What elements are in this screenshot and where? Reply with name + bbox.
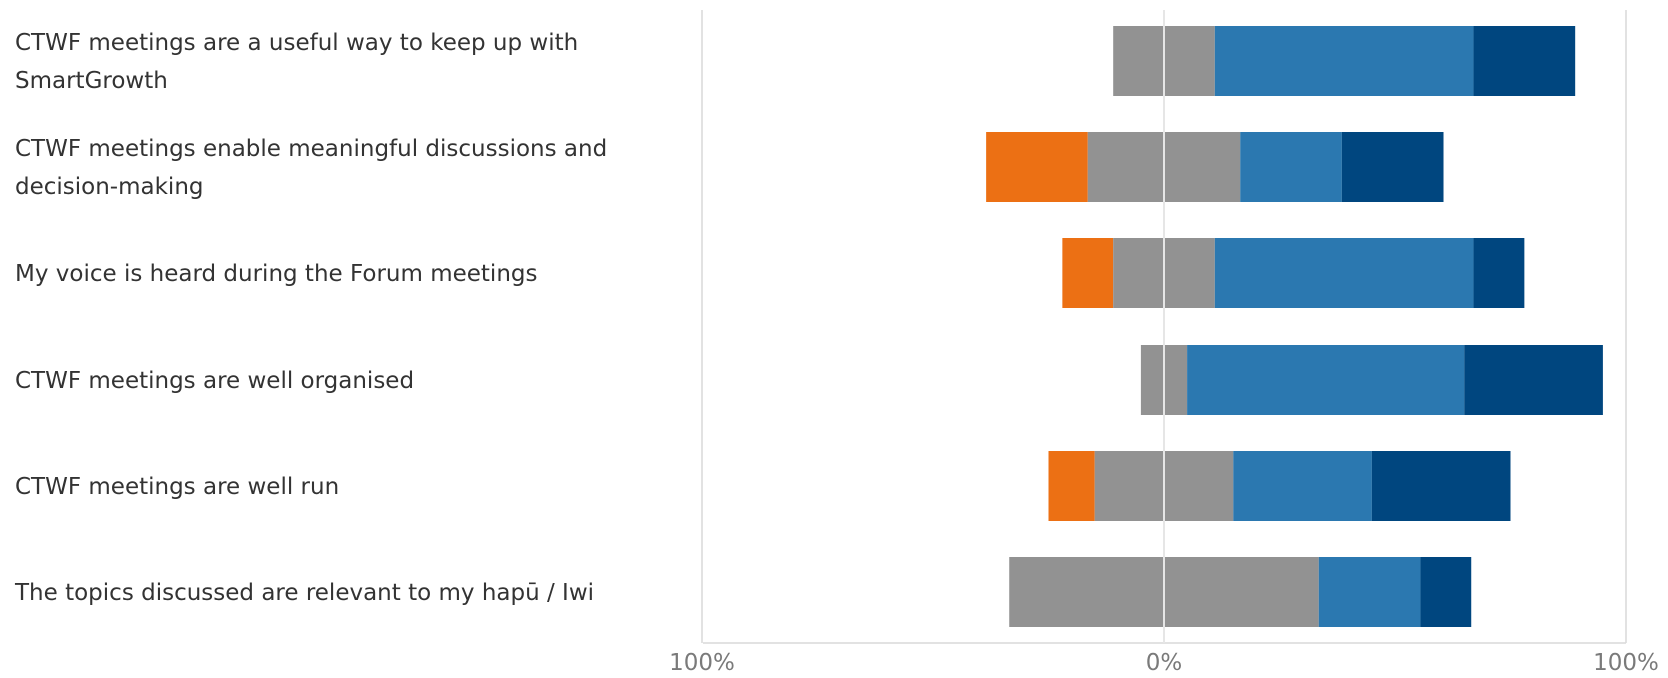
category-label-2: CTWF meetings enable meaningful discussi… xyxy=(15,136,607,200)
bar-segment-row1-positive-2 xyxy=(1214,26,1474,96)
category-label-line: SmartGrowth xyxy=(15,68,168,94)
bar-segment-row6-positive-2 xyxy=(1318,557,1421,627)
category-label-5: CTWF meetings are well run xyxy=(15,474,339,500)
bar-segment-row5-negative-0 xyxy=(1048,451,1095,521)
bar-segment-row4-positive-3 xyxy=(1464,345,1603,415)
bar-segment-row4-positive-2 xyxy=(1187,345,1465,415)
bar-segment-row6-positive-3 xyxy=(1420,557,1472,627)
category-labels: CTWF meetings are a useful way to keep u… xyxy=(14,30,607,606)
bar-segment-row5-positive-2 xyxy=(1233,451,1372,521)
bar-segments xyxy=(986,26,1603,627)
x-tick-label-1: 0% xyxy=(1146,650,1183,676)
category-label-4: CTWF meetings are well organised xyxy=(15,368,414,394)
category-label-line: CTWF meetings are a useful way to keep u… xyxy=(15,30,578,56)
bar-segment-row1-positive-3 xyxy=(1473,26,1576,96)
bar-segment-row2-positive-2 xyxy=(1240,132,1342,202)
bar-segment-row2-positive-3 xyxy=(1341,132,1444,202)
category-label-line: CTWF meetings are well run xyxy=(15,474,339,500)
bar-segment-row2-negative-0 xyxy=(986,132,1088,202)
x-tick-label-0: 100% xyxy=(669,650,735,676)
x-tick-label-2: 100% xyxy=(1593,650,1659,676)
category-label-1: CTWF meetings are a useful way to keep u… xyxy=(15,30,578,94)
bar-segment-row3-negative-0 xyxy=(1062,238,1114,308)
category-label-line: The topics discussed are relevant to my … xyxy=(14,580,594,606)
category-label-3: My voice is heard during the Forum meeti… xyxy=(15,261,538,287)
category-label-line: CTWF meetings enable meaningful discussi… xyxy=(15,136,607,162)
category-label-6: The topics discussed are relevant to my … xyxy=(14,580,594,606)
category-label-line: CTWF meetings are well organised xyxy=(15,368,414,394)
bar-segment-row3-positive-3 xyxy=(1473,238,1525,308)
category-label-line: decision-making xyxy=(15,174,204,200)
x-axis-tick-labels: 100% 0% 100% xyxy=(669,650,1659,676)
bar-segment-row5-positive-3 xyxy=(1371,451,1511,521)
category-label-line: My voice is heard during the Forum meeti… xyxy=(15,261,538,287)
bar-segment-row3-positive-2 xyxy=(1214,238,1474,308)
